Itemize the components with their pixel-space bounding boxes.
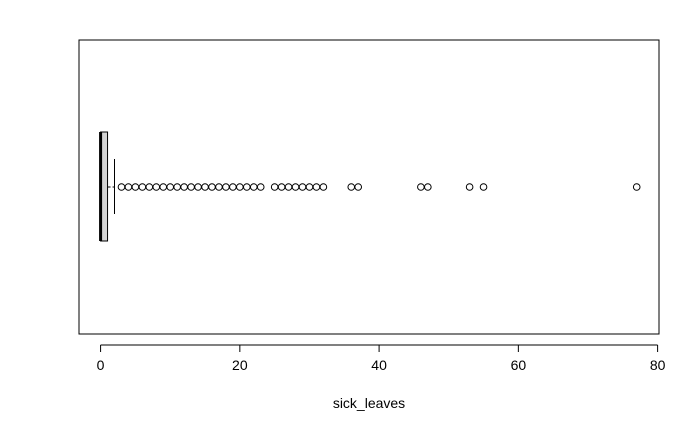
outlier-point — [291, 183, 300, 191]
outlier-point — [277, 183, 286, 191]
outlier-point — [215, 183, 223, 191]
outlier-point — [208, 183, 216, 191]
outlier-point — [124, 183, 133, 191]
outlier-point — [249, 183, 258, 191]
x-tick-label: 0 — [97, 357, 105, 373]
outlier-point — [256, 183, 265, 191]
outlier-point — [465, 183, 474, 191]
x-axis-title: sick_leaves — [333, 395, 405, 411]
plot-area — [99, 131, 641, 242]
outlier-point — [159, 183, 168, 191]
outlier-point — [319, 183, 328, 191]
outlier-point — [187, 183, 195, 191]
outlier-point — [166, 183, 175, 191]
x-axis: 0 20 40 60 80 — [97, 344, 666, 373]
outlier-point — [347, 183, 356, 191]
x-tick-label: 60 — [511, 357, 527, 373]
outlier-point — [152, 183, 161, 191]
outlier-point — [117, 183, 126, 191]
outlier-point — [417, 183, 425, 191]
outlier-point — [270, 183, 279, 191]
outlier-point — [131, 183, 140, 191]
outlier-point — [243, 183, 251, 191]
outlier-point — [284, 183, 293, 191]
outlier-point — [194, 183, 202, 191]
outlier-point — [138, 183, 147, 191]
outlier-point — [222, 183, 230, 191]
outlier-point — [305, 183, 314, 191]
outlier-point — [173, 183, 181, 191]
outlier-point — [354, 183, 363, 191]
outlier-point — [632, 183, 641, 191]
outlier-point — [479, 183, 488, 191]
x-tick-label: 80 — [650, 357, 666, 373]
outlier-point — [312, 183, 321, 191]
x-tick-label: 20 — [232, 357, 248, 373]
plot-frame — [78, 39, 660, 335]
outlier-point — [145, 183, 154, 191]
outlier-point — [236, 183, 244, 191]
outlier-point — [298, 183, 307, 191]
outlier-point — [424, 183, 432, 191]
outlier-point — [229, 183, 237, 191]
outlier-point — [180, 183, 188, 191]
x-tick-label: 40 — [371, 357, 387, 373]
outlier-point — [201, 183, 209, 191]
